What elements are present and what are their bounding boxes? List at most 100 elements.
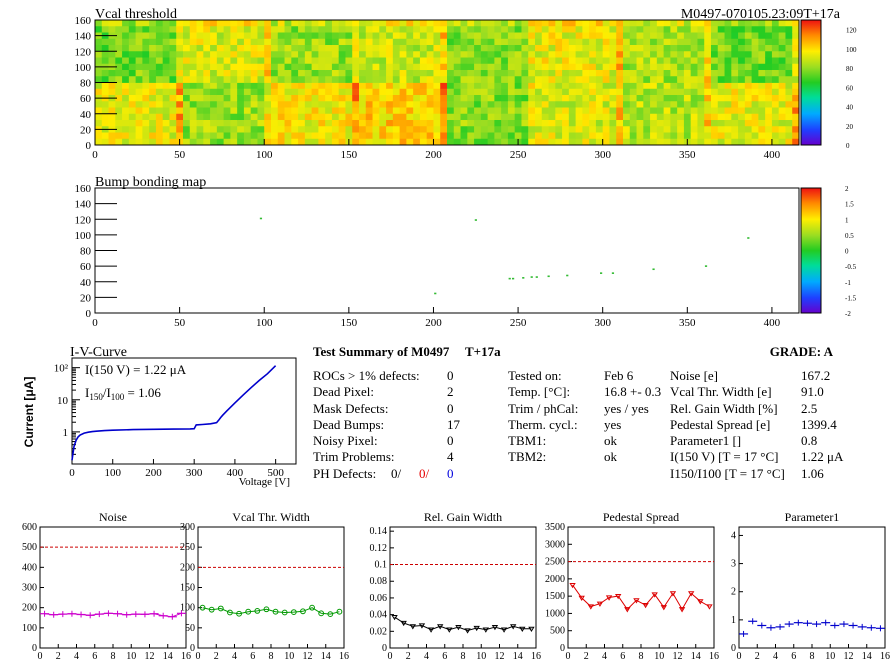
- bump-ytick-label: 120: [75, 214, 92, 226]
- iv-xtick-label: 400: [227, 467, 244, 479]
- result-row: I(150 V) [T = 17 °C] 1.22 μA: [670, 449, 843, 465]
- condition-row: TBM2: ok: [508, 449, 668, 465]
- bump-colorbar-label: 1: [845, 216, 849, 224]
- ph-defects-value-1: 0/: [391, 465, 402, 481]
- noise-xtick-label: 12: [145, 651, 155, 662]
- result-label: I(150 V) [T = 17 °C]: [670, 449, 779, 465]
- vcal-xtick-label: 50: [174, 149, 186, 161]
- condition-value: 16.8 +- 0.3: [604, 384, 662, 400]
- noise-ytick-label: 400: [22, 562, 37, 573]
- vcal_width-xtick-label: 10: [284, 651, 294, 662]
- result-row: Noise [e] 167.2: [670, 368, 840, 384]
- noise-frame: [39, 526, 187, 649]
- vcal-xtick-label: 250: [510, 149, 527, 161]
- defect-value: 2: [447, 384, 454, 400]
- pedestal-title: Pedestal Spread: [603, 510, 679, 524]
- defect-label: ROCs > 1% defects:: [313, 368, 420, 383]
- bump-xtick-label: 100: [256, 317, 273, 329]
- noise-ytick-label: 200: [22, 603, 37, 614]
- vcal-xtick-label: 0: [92, 149, 98, 161]
- dead-bump-point: [600, 272, 603, 274]
- roc-tile: [271, 82, 360, 146]
- vcal-colorbar-label: 40: [846, 104, 854, 112]
- vcal-ytick-label: 120: [75, 46, 92, 58]
- pedestal-ytick-label: 1000: [545, 608, 565, 619]
- iv-curve-chart: 100 200 300 400 500 0 1 10 10²: [54, 357, 297, 479]
- dead-bump-point: [259, 217, 263, 220]
- dead-bump-point: [434, 292, 437, 295]
- pedestal-xtick-label: 14: [691, 651, 701, 662]
- vcal-xtick-label: 400: [764, 149, 781, 161]
- noise-xtick-label: 6: [92, 651, 97, 662]
- pedestal-point: [615, 594, 622, 600]
- parameter1-xtick-label: 4: [773, 651, 778, 662]
- dead-bump-point: [611, 272, 615, 274]
- vcal_width-point: [272, 608, 279, 615]
- defect-row: Dead Pixel: 2: [313, 384, 463, 400]
- bump-xtick-label: 250: [510, 317, 527, 329]
- conditions-column: Tested on: Feb 6 Temp. [°C]: 16.8 +- 0.3 Tri…: [508, 368, 668, 466]
- bump-xtick-label: 350: [679, 317, 696, 329]
- bump-ytick-label: 20: [80, 292, 92, 304]
- vcal_width-ytick-label: 0: [190, 643, 195, 654]
- pedestal-xtick-label: 10: [654, 651, 664, 662]
- condition-label: TBM2:: [508, 449, 547, 465]
- gain_width-point: [446, 627, 453, 633]
- gain_width-xtick-label: 8: [461, 651, 466, 662]
- defect-label: Noisy Pixel:: [313, 433, 378, 449]
- gain_width-point: [391, 615, 398, 621]
- vcal-ytick-label: 100: [75, 62, 92, 74]
- dead-bump-point: [547, 275, 550, 278]
- noise-xtick-label: 0: [38, 651, 43, 662]
- parameter1-ytick-label: 3: [731, 559, 736, 570]
- result-value: 2.5: [801, 400, 818, 416]
- result-label: Parameter1 []: [670, 433, 742, 449]
- condition-row: TBM1: ok: [508, 433, 668, 449]
- vcal_width-xtick-label: 8: [269, 651, 274, 662]
- pedestal-series-line: [572, 584, 710, 611]
- vcal_width-xtick-label: 0: [196, 651, 201, 662]
- gain_width-point: [528, 626, 535, 632]
- vcal-xtick-label: 200: [425, 149, 442, 161]
- pedestal-xtick-label: 4: [602, 651, 607, 662]
- bump-ytick-label: 80: [80, 246, 92, 258]
- vcal_width-point: [318, 610, 325, 617]
- vcal_width-point: [236, 610, 242, 617]
- pedestal-point: [596, 601, 604, 607]
- gain-width-chart: Rel. Gain Width 0 2 4 6 8 10 12 14 16 0 0.02 0.04 0.0…: [370, 510, 542, 662]
- gain_width-ytick-label: 0.12: [370, 543, 388, 554]
- gain_width-ytick-label: 0.08: [370, 576, 388, 587]
- pedestal-ytick-label: 500: [550, 626, 565, 637]
- result-value: 167.2: [801, 368, 831, 383]
- parameter1-xtick-label: 8: [810, 651, 815, 662]
- gain_width-point: [400, 620, 407, 627]
- defect-row: ROCs > 1% defects: 0: [313, 368, 463, 384]
- pedestal-point: [569, 582, 576, 589]
- result-value: 1.06: [801, 465, 824, 481]
- bump-colorbar-label: -1: [845, 279, 851, 287]
- dead-bump-point: [535, 276, 538, 278]
- result-row: Rel. Gain Width [%] 2.5: [670, 401, 840, 417]
- iv-xtick-label: 200: [145, 467, 162, 479]
- vcal_width-ytick-label: 200: [180, 562, 195, 573]
- roc-tile: [183, 20, 272, 83]
- defect-value: 17: [447, 416, 460, 432]
- pedestal-point: [651, 592, 658, 598]
- vcal-xtick-label: 150: [341, 149, 358, 161]
- roc-tile: [623, 82, 712, 146]
- pedestal-point: [605, 595, 613, 601]
- bump-colorbar-label: 1.5: [845, 201, 854, 209]
- pedestal-ytick-label: 3000: [545, 539, 565, 550]
- pedestal-point: [633, 598, 640, 604]
- module-id-annotation: M0497-070105.23:09T+17a: [681, 7, 841, 22]
- vcal-ytick-label: 160: [75, 15, 92, 27]
- bump-colorbar-label: -0.5: [845, 263, 857, 271]
- vcal-ytick-label: 80: [80, 78, 92, 90]
- parameter1-ytick-label: 0: [731, 643, 736, 654]
- vcal_width-ytick-label: 150: [180, 583, 195, 594]
- pedestal-point: [642, 603, 649, 609]
- parameter1-frame: [738, 526, 886, 649]
- roc-tile: [359, 20, 448, 83]
- vcal-ytick-label: 60: [80, 93, 92, 105]
- noise-ytick-label: 100: [22, 623, 37, 634]
